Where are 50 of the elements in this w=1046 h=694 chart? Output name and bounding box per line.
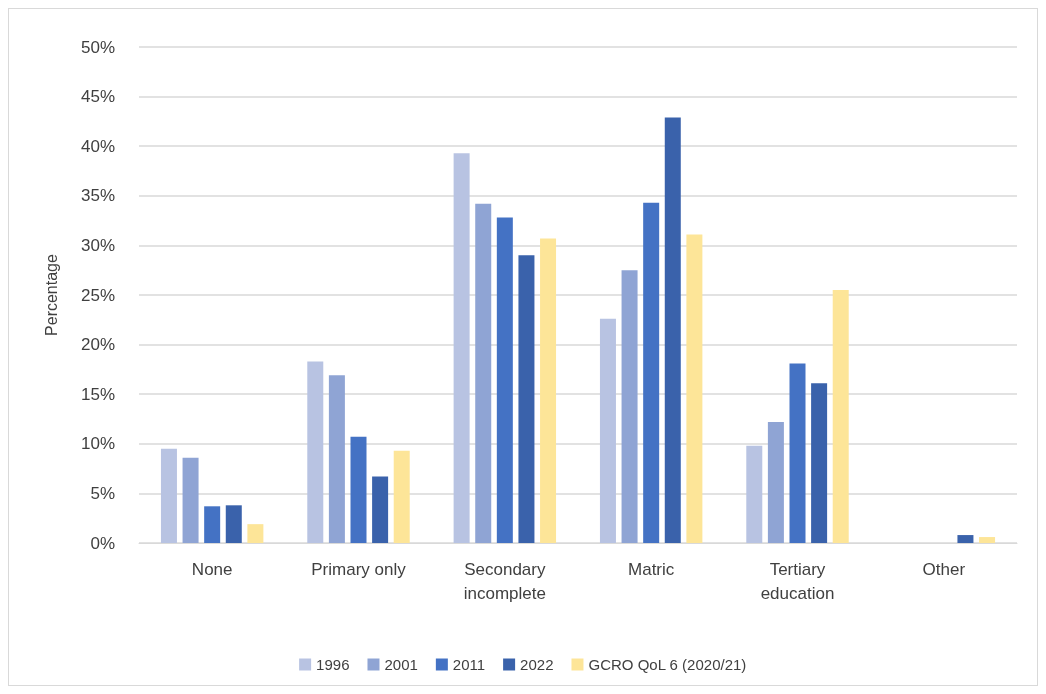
y-tick-label: 15% [80,384,115,404]
y-tick-label: 25% [80,285,115,305]
x-tick-label: Primary only [311,559,407,579]
bar [372,476,389,543]
bar [789,363,806,543]
bar [686,234,703,543]
bar [160,448,177,543]
bar [393,450,410,543]
bar [767,421,784,543]
bar [475,203,492,543]
bar [496,217,513,543]
bar [307,361,324,543]
bar [453,153,470,543]
legend-label: GCRO QoL 6 (2020/21) [588,656,747,673]
bar [621,270,638,543]
bar [328,375,345,543]
y-tick-label: 0% [90,533,115,553]
bar [182,457,199,543]
bar [540,238,557,543]
legend-label: 2022 [520,656,554,673]
bar [225,505,242,543]
bar [247,524,264,543]
x-tick-label: None [191,559,233,579]
y-axis-title: Percentage [42,253,60,336]
bar [832,290,849,543]
y-tick-label: 10% [80,434,115,454]
bar [957,535,974,543]
x-tick-label: Other [922,559,966,579]
y-tick-label: 20% [80,335,115,355]
y-tick-label: 30% [80,235,115,255]
y-tick-label: 40% [80,136,115,156]
x-tick-label: Secondary incomplete [463,559,546,603]
y-tick-label: 45% [80,87,115,107]
legend-label: 2001 [384,656,418,673]
bar [746,445,763,543]
bar [599,318,616,543]
bar [643,202,660,543]
legend-label: 1996 [316,656,350,673]
bar [518,255,535,543]
bar [204,506,221,543]
y-tick-label: 5% [90,483,115,503]
bar [979,537,996,543]
bar [664,117,681,543]
bar [350,436,367,543]
x-tick-label: Tertiary education [760,559,835,603]
y-tick-label: 35% [80,186,115,206]
y-tick-label: 50% [80,37,115,57]
legend-label: 2011 [452,656,486,673]
bar [811,383,828,543]
x-tick-label: Matric [628,559,675,579]
